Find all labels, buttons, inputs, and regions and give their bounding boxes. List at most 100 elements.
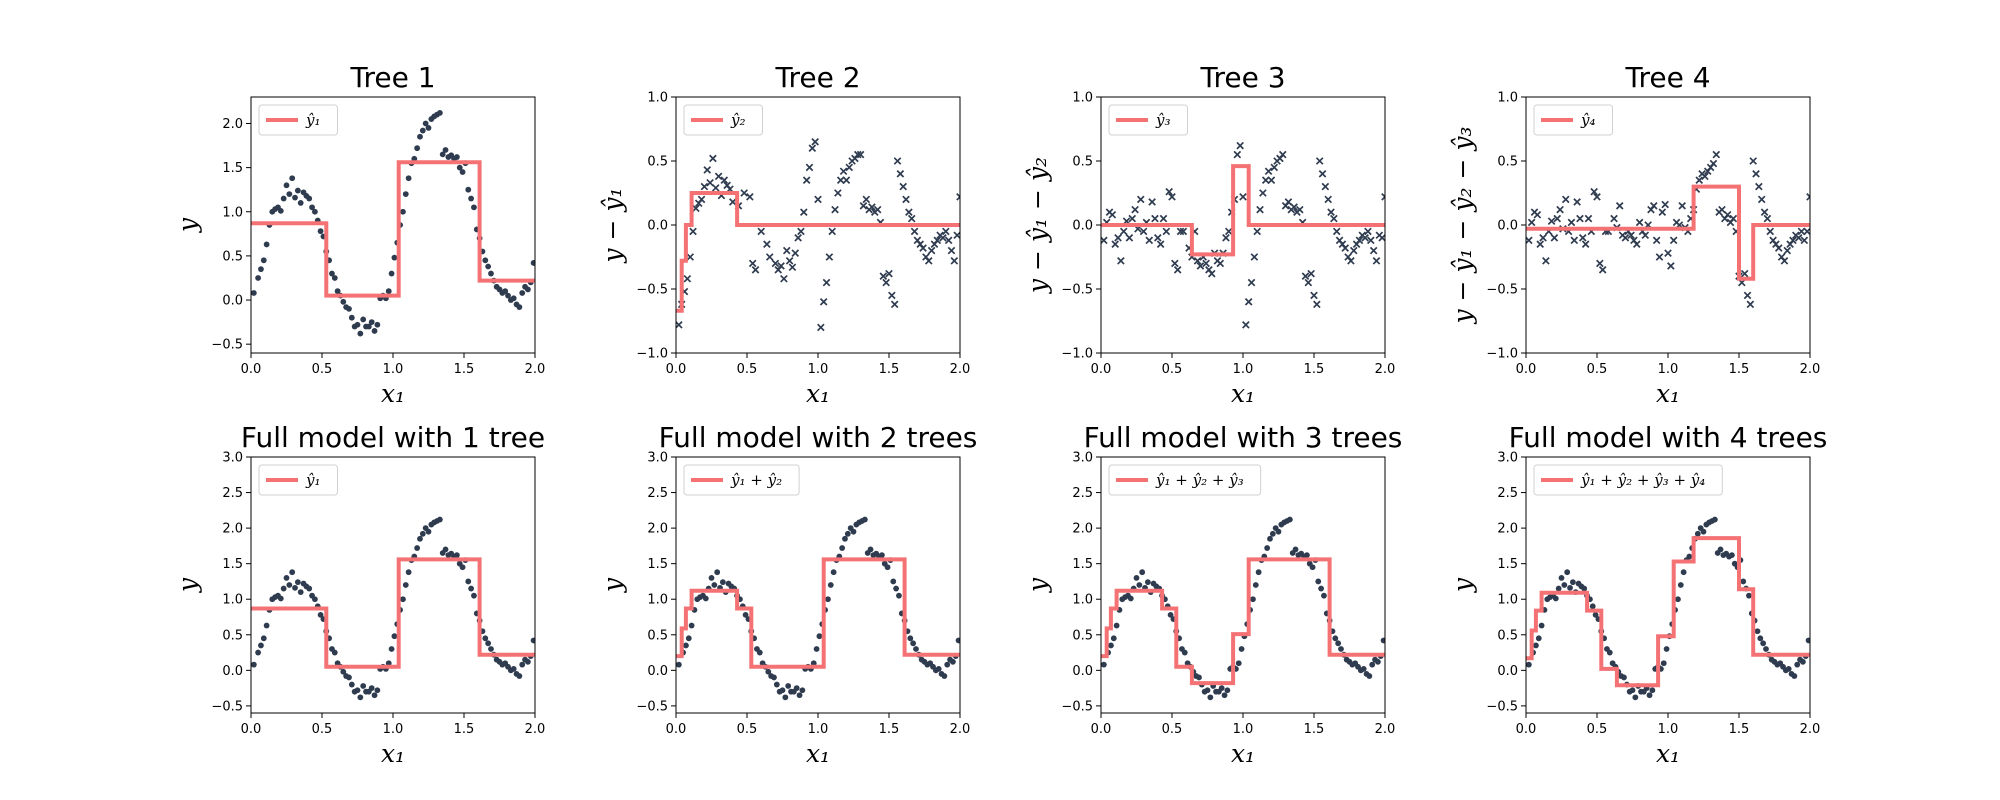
- data-point-x: [1581, 240, 1590, 249]
- data-point: [1533, 642, 1539, 649]
- data-point: [1221, 692, 1228, 699]
- legend-label: ŷ₁ + ŷ₂ + ŷ₃ + ŷ₄: [1580, 471, 1705, 489]
- x-tick-label: 1.5: [879, 722, 900, 737]
- data-point-x: [1757, 195, 1766, 204]
- data-point: [263, 241, 270, 248]
- y-tick-label: 0.5: [1072, 155, 1093, 170]
- data-point-x: [683, 274, 692, 283]
- data-point-x: [953, 231, 960, 240]
- data-point-x: [1366, 236, 1375, 245]
- data-point: [354, 687, 361, 694]
- data-point: [1292, 546, 1299, 553]
- data-point-x: [1632, 240, 1641, 249]
- data-point: [251, 661, 257, 668]
- data-point-x: [1789, 236, 1797, 245]
- data-point-x: [1250, 253, 1259, 261]
- data-point: [516, 673, 523, 679]
- data-point: [280, 195, 287, 202]
- data-point: [1569, 579, 1576, 586]
- y-tick-label: 1.5: [222, 161, 243, 176]
- data-point-x: [1766, 227, 1775, 236]
- data-point: [459, 564, 466, 571]
- y-tick-label: 1.5: [1072, 557, 1093, 572]
- data-point-x: [822, 278, 831, 287]
- data-point: [329, 270, 335, 277]
- data-point-x: [1610, 214, 1618, 223]
- data-point: [796, 692, 803, 699]
- data-point-x: [703, 166, 712, 174]
- data-point-x: [1797, 227, 1806, 236]
- subplot-2: Tree 2 0.0 0.5 1.0 1.5 2.0 −1.0 −0.5 0.0 0.5 1.0 x₁…: [598, 61, 970, 408]
- x-tick-label: 1.0: [1658, 362, 1679, 377]
- data-point: [289, 569, 296, 576]
- data-point-x: [1661, 200, 1669, 209]
- data-point: [442, 546, 449, 553]
- data-point: [935, 666, 942, 672]
- data-point: [1267, 535, 1273, 542]
- x-tick-label: 1.0: [808, 722, 829, 737]
- data-point-x: [1669, 236, 1678, 245]
- data-point: [1332, 635, 1339, 642]
- data-point-x: [777, 262, 785, 270]
- data-point: [459, 169, 466, 175]
- data-point: [756, 649, 763, 656]
- data-point: [1663, 646, 1670, 652]
- legend-box: [683, 464, 800, 496]
- data-point: [388, 270, 395, 277]
- data-point-x: [933, 236, 942, 245]
- data-point: [317, 228, 324, 235]
- y-tick-label: 1.0: [222, 205, 243, 220]
- data-point: [454, 154, 460, 160]
- data-point: [422, 120, 429, 127]
- data-point: [1632, 694, 1639, 701]
- subplot-6: Full model with 2 trees 0.0 0.5 1.0 1.5 2.0 −0…: [598, 421, 977, 768]
- data-point-x: [1598, 265, 1607, 274]
- y-tick-label: 0.5: [647, 628, 668, 643]
- data-point: [405, 569, 412, 576]
- data-point: [277, 595, 284, 602]
- data-point: [519, 290, 526, 296]
- data-point-x: [1576, 214, 1584, 223]
- data-point: [1133, 574, 1140, 581]
- data-point: [400, 596, 406, 603]
- x-tick-label: 1.5: [454, 722, 475, 737]
- data-point: [1763, 646, 1769, 652]
- x-tick-label: 1.5: [454, 362, 475, 377]
- data-point-x: [905, 208, 913, 217]
- data-point: [842, 535, 848, 542]
- data-point: [1538, 622, 1545, 629]
- data-point-x: [1114, 233, 1122, 242]
- data-point: [1167, 611, 1174, 618]
- y-tick-label: 2.0: [1497, 522, 1518, 537]
- data-point: [411, 155, 418, 162]
- data-point: [442, 147, 449, 153]
- legend-box: [1108, 104, 1188, 136]
- data-point-x: [1527, 218, 1536, 227]
- y-tick-label: −0.5: [1061, 699, 1093, 714]
- y-tick-label: −1.0: [1061, 347, 1093, 362]
- data-point-x: [746, 193, 754, 201]
- data-point-x: [919, 244, 927, 252]
- data-point-x: [720, 176, 729, 185]
- data-point: [297, 589, 304, 596]
- x-tick-label: 0.0: [1516, 362, 1537, 377]
- prediction-step-line: [251, 160, 535, 298]
- data-point: [884, 564, 891, 571]
- data-point: [439, 151, 446, 158]
- data-point: [414, 145, 421, 152]
- data-point: [360, 316, 367, 323]
- y-tick-label: −1.0: [1486, 347, 1518, 362]
- data-point-x: [780, 274, 788, 283]
- data-point: [414, 545, 421, 551]
- y-tick-label: 1.0: [1497, 593, 1518, 608]
- data-point: [1369, 661, 1376, 668]
- data-point: [306, 195, 313, 202]
- data-point: [1304, 552, 1310, 559]
- data-point: [368, 319, 375, 326]
- data-point: [1581, 585, 1588, 592]
- x-tick-label: 1.5: [1729, 362, 1750, 377]
- data-point-x: [686, 253, 695, 261]
- x-tick-label: 0.0: [241, 362, 262, 377]
- data-point-x: [1264, 167, 1273, 176]
- data-point: [502, 288, 509, 295]
